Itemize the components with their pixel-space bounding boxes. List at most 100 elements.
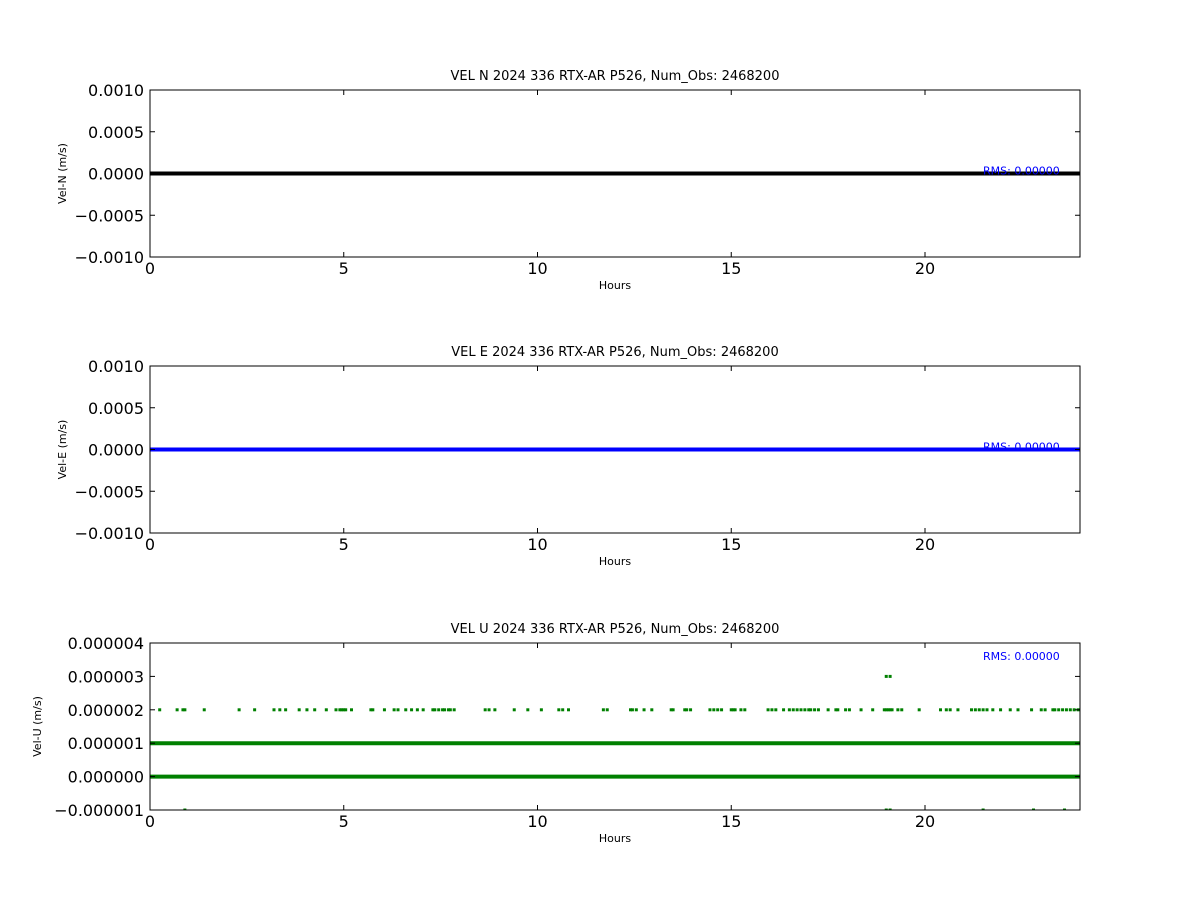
data-point: [733, 708, 737, 712]
x-tick-label: 20: [915, 259, 935, 278]
data-point: [787, 708, 791, 712]
data-point: [896, 708, 900, 712]
data-point: [795, 708, 799, 712]
subplot-2: VEL E 2024 336 RTX-AR P526, Num_Obs: 246…: [56, 345, 1081, 568]
data-point: [1039, 708, 1043, 712]
data-point: [671, 708, 675, 712]
y-tick-label: −0.0005: [75, 482, 144, 501]
data-point: [557, 708, 561, 712]
data-point: [888, 674, 892, 678]
data-point: [871, 708, 875, 712]
x-axis-label: Hours: [599, 279, 631, 292]
data-point: [791, 708, 795, 712]
data-point: [888, 708, 892, 712]
x-tick-label: 0: [145, 535, 155, 554]
data-point: [782, 708, 786, 712]
data-point: [410, 708, 414, 712]
data-point: [342, 708, 346, 712]
data-point: [253, 708, 257, 712]
data-point: [720, 708, 724, 712]
data-point: [685, 708, 689, 712]
data-point: [437, 708, 441, 712]
data-point: [175, 708, 179, 712]
data-point: [297, 708, 301, 712]
data-point: [642, 708, 646, 712]
data-point: [483, 708, 487, 712]
data-point: [766, 708, 770, 712]
data-point: [1057, 708, 1061, 712]
x-tick-label: 20: [915, 535, 935, 554]
y-tick-label: −0.0005: [75, 206, 144, 225]
data-point: [350, 708, 353, 712]
y-tick-label: 0.0000: [88, 441, 144, 460]
data-point: [1064, 708, 1068, 712]
data-point: [433, 708, 437, 712]
data-point: [1016, 708, 1020, 712]
data-point: [340, 708, 344, 712]
data-point: [284, 708, 288, 712]
data-point: [809, 708, 813, 712]
data-point: [826, 708, 830, 712]
data-point: [669, 708, 673, 712]
axes-frame: [149, 365, 1081, 534]
x-tick-label: 10: [527, 812, 547, 831]
x-axis-label: Hours: [599, 555, 631, 568]
data-point: [1032, 808, 1035, 810]
data-point: [847, 708, 851, 712]
data-point: [1051, 708, 1055, 712]
y-tick-label: 0.0000: [88, 165, 144, 184]
x-tick-label: 20: [915, 812, 935, 831]
data-point: [605, 708, 609, 712]
data-point: [421, 708, 425, 712]
data-point: [807, 708, 811, 712]
data-point: [836, 708, 840, 712]
rms-annotation: RMS: 0.00000: [983, 441, 1060, 454]
data-point: [431, 708, 435, 712]
data-point: [202, 708, 206, 712]
data-point: [324, 708, 328, 712]
y-tick-label: 0.0005: [88, 399, 144, 418]
data-point: [371, 708, 375, 712]
data-point: [512, 708, 516, 712]
data-point: [770, 708, 774, 712]
data-point: [712, 708, 716, 712]
data-point: [183, 808, 187, 810]
data-point: [561, 708, 565, 712]
data-point: [973, 708, 977, 712]
chart-title: VEL E 2024 336 RTX-AR P526, Num_Obs: 246…: [451, 345, 778, 360]
y-tick-label: 0.0005: [88, 123, 144, 142]
data-point: [272, 708, 276, 712]
data-point: [630, 708, 634, 712]
data-point: [977, 708, 981, 712]
y-tick-label: −0.000001: [54, 801, 144, 820]
data-point: [396, 708, 400, 712]
data-point: [1072, 708, 1076, 712]
data-point: [634, 708, 638, 712]
data-point: [890, 708, 894, 712]
data-point: [567, 708, 570, 712]
data-point: [1008, 708, 1012, 712]
data-point: [446, 708, 450, 712]
data-point: [1068, 708, 1072, 712]
data-point: [859, 708, 863, 712]
data-point: [956, 708, 960, 712]
data-point: [650, 708, 654, 712]
y-tick-label: 0.000002: [68, 701, 144, 720]
data-point: [799, 708, 803, 712]
y-axis-label: Vel-N (m/s): [56, 143, 69, 204]
data-point: [884, 674, 888, 678]
data-point: [1061, 708, 1065, 712]
data-point: [999, 708, 1003, 712]
data-point: [844, 708, 848, 712]
y-tick-label: −0.0010: [75, 248, 144, 267]
data-point: [882, 708, 886, 712]
data-point: [813, 708, 817, 712]
data-point: [834, 708, 838, 712]
data-point: [392, 708, 396, 712]
data-point: [1063, 808, 1066, 810]
data-point: [1030, 708, 1034, 712]
data-point: [743, 708, 747, 712]
data-point: [278, 708, 282, 712]
data-point: [493, 708, 497, 712]
